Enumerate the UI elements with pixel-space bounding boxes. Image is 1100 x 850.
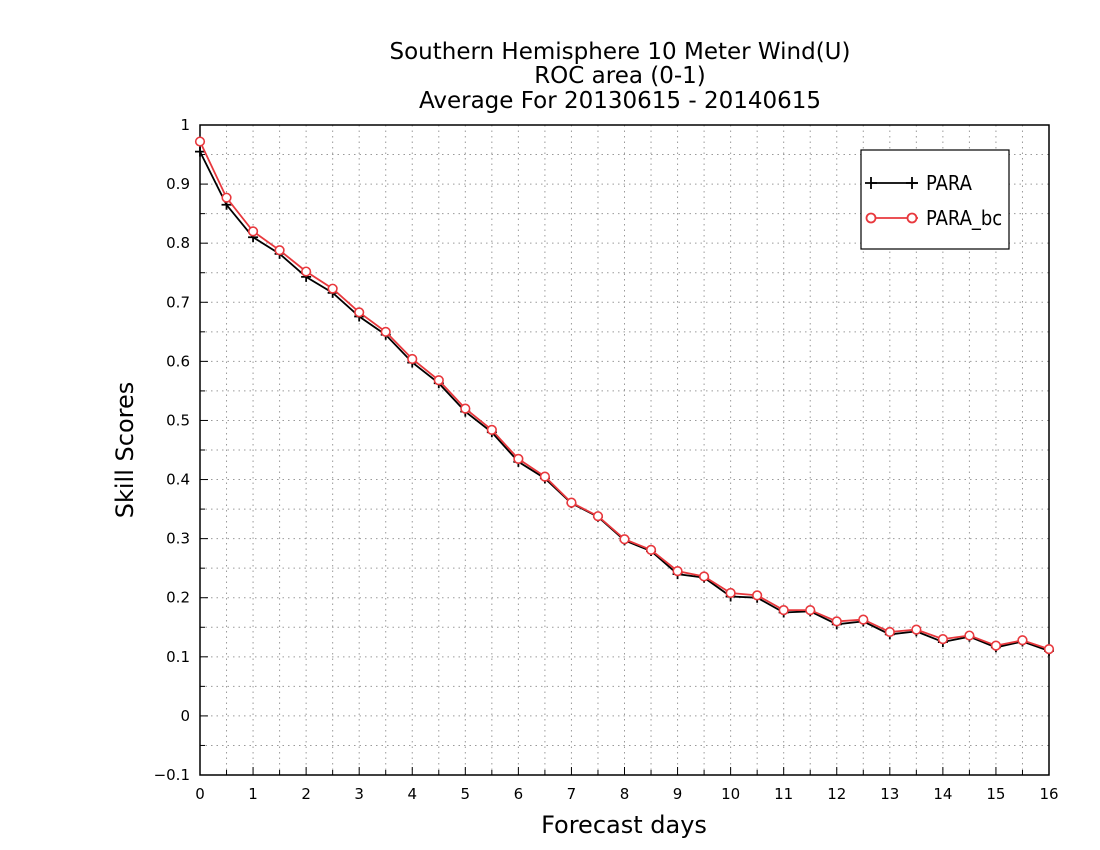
data-point-para-bc	[725, 587, 736, 599]
y-tick-label: 0.9	[166, 175, 190, 193]
x-tick-label: 11	[774, 785, 793, 803]
data-point-para-bc	[698, 571, 710, 582]
y-tick-label: 0.3	[166, 530, 190, 548]
y-tick-label: 1	[180, 116, 190, 134]
data-point-para-bc	[964, 630, 975, 641]
y-tick-label: −0.1	[154, 766, 190, 784]
data-point-para-bc	[884, 626, 895, 638]
data-point-para-bc	[911, 624, 922, 635]
data-point-para-bc	[433, 375, 444, 386]
data-point-para-bc	[513, 453, 524, 464]
x-tick-label: 8	[620, 785, 630, 803]
data-point-para-bc	[354, 307, 365, 318]
y-tick-label: 0.2	[166, 589, 190, 607]
plus-marker-icon	[865, 177, 918, 189]
data-point-para-bc	[1043, 644, 1055, 655]
x-tick-label: 5	[461, 785, 471, 803]
data-point-para-bc	[566, 497, 577, 508]
data-point-para-bc	[619, 534, 630, 545]
data-point-para-bc	[486, 424, 497, 436]
data-point-para-bc	[1017, 635, 1028, 646]
y-axis-label: Skill Scores	[111, 382, 139, 519]
data-point-para-bc	[460, 403, 471, 414]
data-point-para-bc	[831, 616, 842, 627]
x-tick-label: 7	[567, 785, 577, 803]
x-tick-label: 4	[407, 785, 417, 803]
data-point-para-bc	[221, 192, 232, 203]
x-tick-label: 15	[986, 785, 1005, 803]
x-tick-label: 1	[248, 785, 258, 803]
data-point-para-bc	[380, 326, 391, 337]
legend-box	[860, 149, 1010, 250]
x-axis-label: Forecast days	[541, 811, 707, 839]
data-point-para-bc	[407, 353, 418, 365]
y-tick-label: 0.1	[166, 648, 190, 666]
y-tick-label: 0	[180, 707, 190, 725]
chart-title-line-1: Southern Hemisphere 10 Meter Wind(U)	[389, 39, 851, 65]
x-tick-label: 3	[354, 785, 364, 803]
circle-marker-icon	[865, 212, 877, 224]
y-tick-label: 0.7	[166, 293, 190, 311]
x-tick-label: 10	[721, 785, 740, 803]
legend: PARA PARA_bc	[860, 149, 1010, 250]
data-point-para-bc	[672, 566, 683, 577]
x-tick-label: 9	[673, 785, 683, 803]
x-tick-label: 6	[514, 785, 524, 803]
x-tick-label: 0	[195, 785, 205, 803]
data-point-para-bc	[592, 511, 604, 522]
x-tick-label: 16	[1039, 785, 1058, 803]
data-point-para-bc	[805, 605, 816, 616]
x-tick-label: 14	[933, 785, 952, 803]
circle-marker-icon	[906, 212, 918, 224]
data-point-para-bc	[539, 471, 551, 482]
data-point-para-bc	[778, 605, 789, 616]
data-point-para-bc	[247, 226, 259, 237]
data-point-para-bc	[274, 245, 285, 256]
series-layer	[194, 136, 1055, 656]
axis-ticks: 0 1 2 3 4 5 6 7 8 9 10 11 12 13 14 15 16−0.100.10.20.30.…	[154, 116, 1059, 803]
legend-label-para-bc: PARA_bc	[926, 206, 1002, 230]
data-point-para-bc	[937, 633, 948, 645]
data-point-para-bc	[327, 283, 338, 294]
data-point-para-bc	[301, 266, 312, 277]
legend-label-para: PARA	[926, 171, 973, 195]
y-tick-label: 0.6	[166, 352, 190, 370]
y-tick-label: 0.8	[166, 234, 190, 252]
x-tick-label: 12	[827, 785, 846, 803]
data-point-para	[195, 146, 205, 157]
data-point-para-bc	[752, 590, 763, 601]
chart-title-line-3: Average For 20130615 - 20140615	[418, 88, 822, 114]
data-point-para-bc	[858, 614, 869, 625]
data-point-para-bc	[990, 640, 1002, 651]
x-tick-label: 2	[301, 785, 311, 803]
data-point-para-bc	[194, 136, 206, 147]
y-tick-label: 0.5	[166, 411, 190, 429]
x-tick-label: 13	[880, 785, 899, 803]
data-point-para-bc	[645, 544, 657, 555]
chart-title-line-2: ROC area (0-1)	[534, 63, 706, 89]
y-tick-label: 0.4	[166, 471, 190, 489]
